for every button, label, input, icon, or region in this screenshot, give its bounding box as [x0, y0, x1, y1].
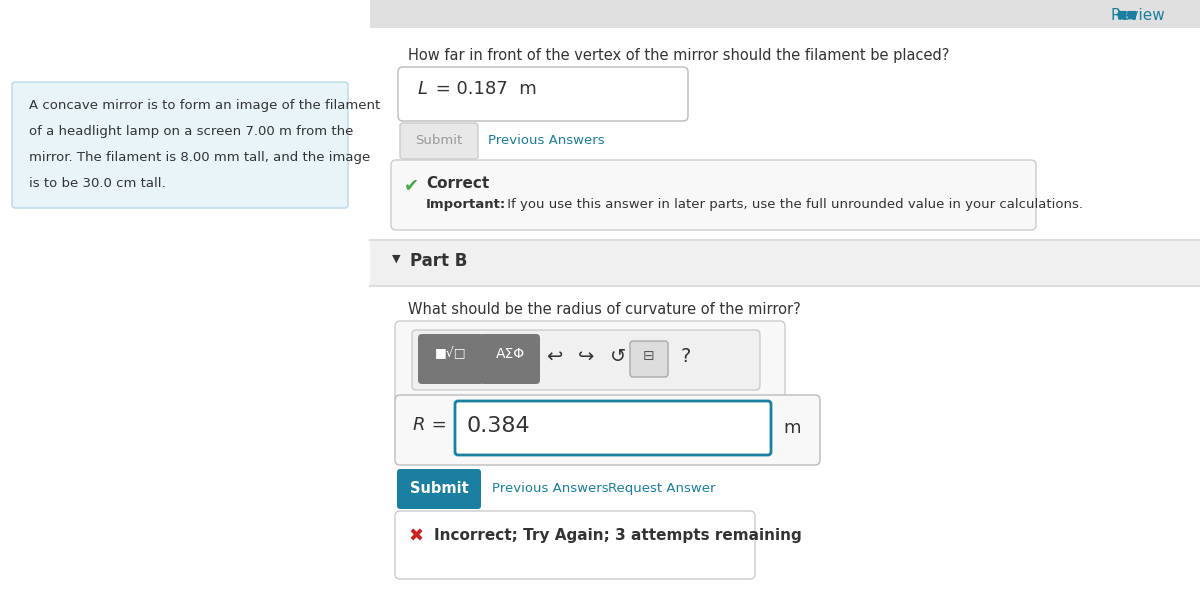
- Text: ■■: ■■: [1117, 10, 1138, 20]
- FancyBboxPatch shape: [398, 67, 688, 121]
- Text: 0.384: 0.384: [466, 416, 529, 436]
- Text: Important:: Important:: [426, 198, 506, 211]
- FancyBboxPatch shape: [630, 341, 668, 377]
- Bar: [370, 0, 1200, 28]
- Text: Part B: Part B: [410, 252, 467, 270]
- FancyBboxPatch shape: [418, 334, 484, 384]
- Text: How far in front of the vertex of the mirror should the filament be placed?: How far in front of the vertex of the mi…: [408, 48, 949, 63]
- Text: Submit: Submit: [409, 481, 468, 496]
- FancyBboxPatch shape: [395, 511, 755, 579]
- FancyBboxPatch shape: [395, 395, 820, 465]
- Bar: [370, 240, 1200, 286]
- Text: ▼: ▼: [392, 254, 401, 264]
- Text: is to be 30.0 cm tall.: is to be 30.0 cm tall.: [29, 177, 166, 190]
- FancyBboxPatch shape: [397, 469, 481, 509]
- Text: ?: ?: [680, 347, 691, 366]
- Text: of a headlight lamp on a screen 7.00 m from the: of a headlight lamp on a screen 7.00 m f…: [29, 125, 353, 138]
- Text: Submit: Submit: [415, 134, 463, 147]
- FancyBboxPatch shape: [400, 123, 478, 159]
- Text: ✖: ✖: [408, 528, 424, 546]
- Text: A concave mirror is to form an image of the filament: A concave mirror is to form an image of …: [29, 99, 380, 112]
- Text: What should be the radius of curvature of the mirror?: What should be the radius of curvature o…: [408, 302, 800, 317]
- Text: ΑΣΦ: ΑΣΦ: [496, 347, 524, 361]
- Text: m: m: [784, 419, 800, 437]
- Text: ↪: ↪: [578, 347, 594, 366]
- FancyBboxPatch shape: [391, 160, 1036, 230]
- Text: Request Answer: Request Answer: [608, 482, 715, 495]
- Text: ⊟: ⊟: [643, 349, 655, 363]
- Text: mirror. The filament is 8.00 mm tall, and the image: mirror. The filament is 8.00 mm tall, an…: [29, 151, 371, 164]
- FancyBboxPatch shape: [395, 321, 785, 403]
- Text: Previous Answers: Previous Answers: [488, 134, 605, 147]
- FancyBboxPatch shape: [480, 334, 540, 384]
- Text: ↺: ↺: [610, 347, 626, 366]
- Text: R: R: [413, 416, 426, 434]
- Text: If you use this answer in later parts, use the full unrounded value in your calc: If you use this answer in later parts, u…: [503, 198, 1084, 211]
- FancyBboxPatch shape: [455, 401, 772, 455]
- Text: Review: Review: [1110, 8, 1165, 23]
- Text: Previous Answers: Previous Answers: [492, 482, 608, 495]
- FancyBboxPatch shape: [412, 330, 760, 390]
- Text: =: =: [426, 416, 446, 434]
- Text: ↩: ↩: [546, 347, 562, 366]
- Text: L: L: [418, 80, 428, 98]
- Text: Incorrect; Try Again; 3 attempts remaining: Incorrect; Try Again; 3 attempts remaini…: [434, 528, 802, 543]
- Text: Correct: Correct: [426, 176, 490, 191]
- Text: ■√□: ■√□: [436, 347, 467, 360]
- Text: = 0.187  m: = 0.187 m: [430, 80, 536, 98]
- FancyBboxPatch shape: [12, 82, 348, 208]
- Text: ✔: ✔: [404, 176, 419, 194]
